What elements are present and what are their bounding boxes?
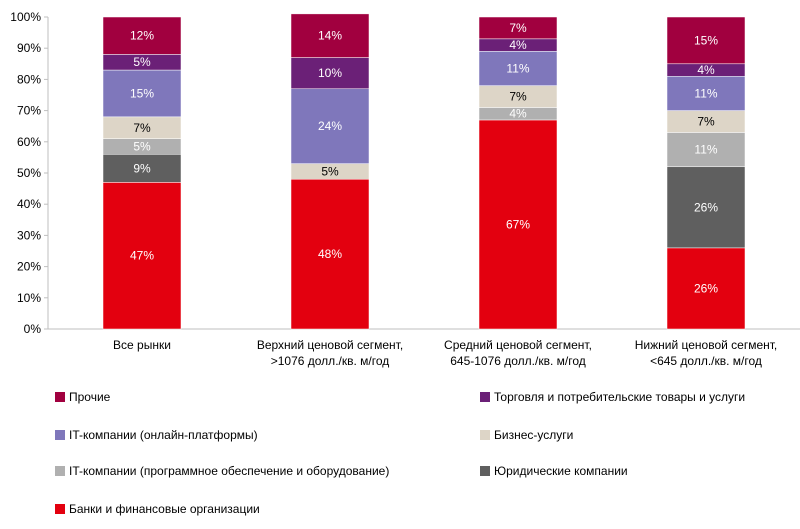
data-label: 4% xyxy=(509,38,527,52)
bar-segment xyxy=(666,132,746,168)
x-category-label: <645 долл./кв. м/год xyxy=(650,354,762,368)
bar-segment xyxy=(102,154,182,183)
bar-segment xyxy=(666,247,746,330)
data-label: 9% xyxy=(133,161,151,175)
data-label: 24% xyxy=(318,119,342,133)
bar-segment xyxy=(290,57,370,90)
x-category-label: Верхний ценовой сегмент, xyxy=(257,338,403,352)
bar-segment xyxy=(102,16,182,55)
data-label: 48% xyxy=(318,247,342,261)
y-tick-label: 80% xyxy=(17,72,41,86)
data-label: 5% xyxy=(133,55,151,69)
bar-segment xyxy=(290,88,370,164)
x-category-label: 645-1076 долл./кв. м/год xyxy=(450,354,586,368)
data-label: 11% xyxy=(506,61,529,75)
y-tick-label: 50% xyxy=(17,166,41,180)
data-label: 47% xyxy=(130,249,154,263)
data-label: 5% xyxy=(133,139,151,153)
value-labels: 47% 9% 5% 7% 15% 5% 12% 48% 5% 24% 10% 14% 67% 4% 7% 11… xyxy=(130,21,718,296)
x-category-label: Нижний ценовой сегмент, xyxy=(635,338,778,352)
y-tick-label: 90% xyxy=(17,41,41,55)
y-tick-label: 0% xyxy=(24,322,42,336)
bar-segment xyxy=(290,178,370,330)
x-category-label: >1076 долл./кв. м/год xyxy=(271,354,390,368)
bar-segment xyxy=(478,51,558,86)
bar-segment xyxy=(102,69,182,118)
bar-segment xyxy=(666,76,746,111)
data-label: 5% xyxy=(321,164,339,178)
y-tick-label: 70% xyxy=(17,104,41,118)
y-tick-label: 40% xyxy=(17,197,41,211)
data-label: 12% xyxy=(130,29,154,43)
x-axis-categories: Все рынки Верхний ценовой сегмент, >1076 д… xyxy=(113,338,777,368)
data-label: 7% xyxy=(509,90,527,104)
y-tick-label: 100% xyxy=(10,10,41,24)
bar-segment xyxy=(478,16,558,40)
data-label: 67% xyxy=(506,217,530,231)
y-tick-label: 10% xyxy=(17,291,41,305)
x-category-label: Средний ценовой сегмент, xyxy=(444,338,592,352)
bar-segment xyxy=(102,182,182,330)
data-label: 4% xyxy=(697,63,715,77)
bar-segment xyxy=(478,119,558,330)
data-label: 4% xyxy=(509,107,527,121)
bars xyxy=(102,13,746,330)
data-label: 11% xyxy=(694,86,717,100)
y-axis: 0% 10% 20% 30% 40% 50% 60% 70% 80% 90% 100% xyxy=(10,10,800,336)
bar-segment xyxy=(290,13,370,58)
data-label: 26% xyxy=(694,200,718,214)
data-label: 14% xyxy=(318,29,342,43)
data-label: 15% xyxy=(694,33,718,47)
data-label: 7% xyxy=(509,21,527,35)
data-label: 10% xyxy=(318,66,342,80)
data-label: 7% xyxy=(133,121,151,135)
y-tick-label: 20% xyxy=(17,260,41,274)
data-label: 7% xyxy=(697,115,715,129)
data-label: 15% xyxy=(130,86,154,100)
y-tick-label: 60% xyxy=(17,135,41,149)
y-tick-label: 30% xyxy=(17,228,41,242)
x-category-label: Все рынки xyxy=(113,338,171,352)
data-label: 26% xyxy=(694,281,718,295)
bar-segment xyxy=(666,166,746,249)
bar-segment xyxy=(666,16,746,65)
data-label: 11% xyxy=(694,143,717,157)
